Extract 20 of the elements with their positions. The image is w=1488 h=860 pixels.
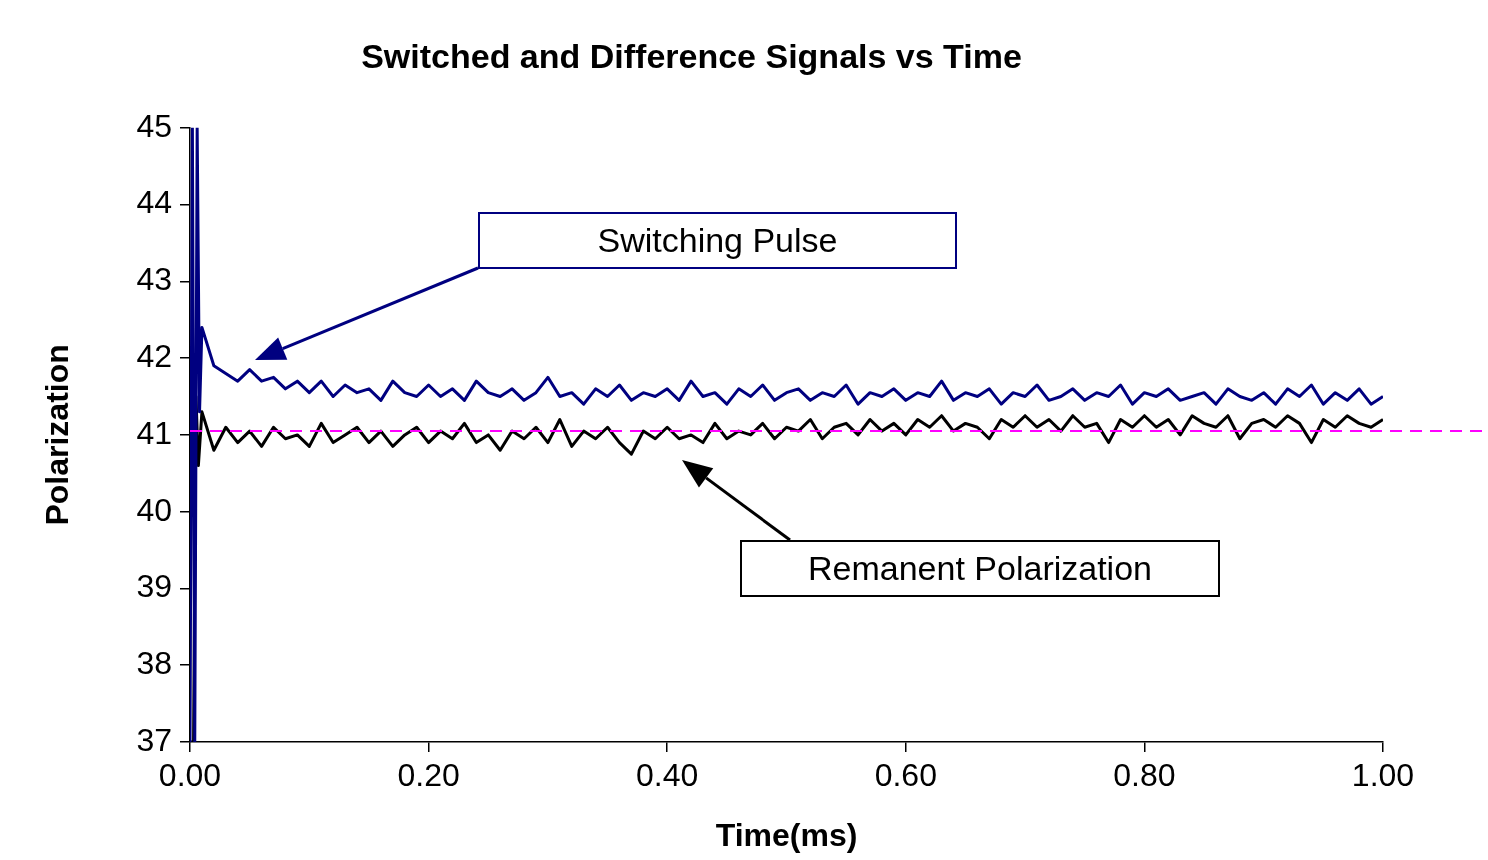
chart-title: Switched and Difference Signals vs Time bbox=[361, 36, 1022, 75]
y-tick-label: 38 bbox=[136, 645, 172, 682]
x-tick-label: 0.00 bbox=[158, 757, 222, 794]
x-tick-label: 0.20 bbox=[397, 757, 460, 794]
x-tick-label: 1.00 bbox=[1351, 757, 1415, 794]
y-tick-label: 39 bbox=[136, 568, 172, 605]
y-tick-label: 42 bbox=[136, 337, 172, 374]
x-tick-label: 0.80 bbox=[1113, 757, 1176, 794]
callout-box: Remanent Polarization bbox=[740, 540, 1220, 597]
callout-box: Switching Pulse bbox=[478, 212, 957, 269]
x-tick-label: 0.40 bbox=[636, 757, 699, 794]
y-tick-label: 37 bbox=[136, 721, 172, 758]
y-tick-label: 41 bbox=[136, 414, 172, 451]
y-axis-title: Polarization bbox=[39, 344, 76, 526]
y-tick-label: 45 bbox=[136, 107, 172, 144]
y-tick-label: 43 bbox=[136, 261, 172, 298]
x-axis-title: Time(ms) bbox=[715, 816, 858, 853]
y-tick-label: 40 bbox=[136, 491, 172, 528]
y-tick-label: 44 bbox=[136, 184, 172, 221]
x-tick-label: 0.60 bbox=[874, 757, 937, 794]
